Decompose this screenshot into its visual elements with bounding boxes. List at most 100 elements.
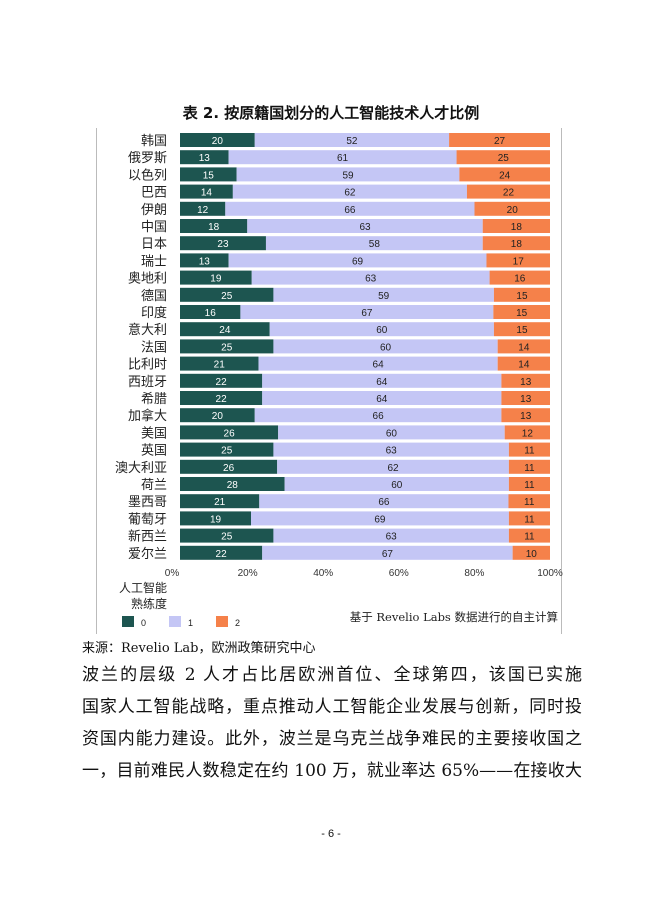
category-label: 希腊 <box>141 392 167 407</box>
data-label: 25 <box>498 153 510 164</box>
data-label: 58 <box>369 239 381 250</box>
data-label: 67 <box>361 308 373 319</box>
bar-segment <box>273 528 509 543</box>
bar-segment <box>501 391 550 405</box>
category-label: 印度 <box>141 305 167 321</box>
source-note: 来源：Revelio Lab，欧洲政策研究中心 <box>82 641 316 656</box>
data-label: 60 <box>386 428 398 439</box>
bar-segment <box>180 322 270 337</box>
page-number: - 6 - <box>321 828 341 840</box>
data-label: 22 <box>503 188 515 199</box>
bar-segment <box>180 408 255 423</box>
bar-segment <box>180 236 266 251</box>
x-tick-label: 0% <box>165 568 180 579</box>
data-label: 66 <box>373 411 385 422</box>
data-label: 11 <box>524 480 535 491</box>
legend-swatch <box>216 616 228 627</box>
bar-segment <box>449 133 550 147</box>
category-label: 德国 <box>141 289 167 304</box>
data-label: 22 <box>216 549 228 560</box>
data-label: 15 <box>516 325 528 336</box>
bar-segment <box>497 339 550 354</box>
bar-segment <box>508 511 550 526</box>
data-label: 11 <box>524 463 535 474</box>
bar-segment <box>225 201 475 216</box>
x-tick-label: 40% <box>313 568 333 579</box>
category-label: 葡萄牙 <box>128 512 167 527</box>
data-label: 28 <box>227 480 239 491</box>
bar-segment <box>459 167 550 182</box>
bar-segment <box>240 305 494 319</box>
bar-segment <box>180 391 263 405</box>
data-label: 61 <box>337 153 349 164</box>
bar-segment <box>228 253 487 268</box>
data-label: 24 <box>499 170 511 181</box>
data-label: 14 <box>518 342 530 353</box>
data-label: 26 <box>223 463 235 474</box>
x-tick-label: 20% <box>238 568 258 579</box>
bar-segment <box>497 356 550 371</box>
x-tick-label: 60% <box>389 568 409 579</box>
category-label: 新西兰 <box>128 529 167 545</box>
paragraph-line: 波兰的层级 2 人才占比居欧洲首位、全球第四，该国已实施 <box>82 665 582 685</box>
bar-segment <box>180 253 229 268</box>
data-label: 25 <box>221 532 233 543</box>
data-label: 22 <box>216 377 228 388</box>
data-label: 20 <box>507 205 519 216</box>
bar-segment <box>493 305 550 319</box>
chart-frame <box>96 128 562 634</box>
bar-segment <box>489 270 550 285</box>
data-label: 11 <box>524 497 535 508</box>
category-label: 法国 <box>141 340 167 355</box>
category-label: 伊朗 <box>141 203 167 218</box>
bar-segment <box>501 408 550 423</box>
data-label: 14 <box>518 360 530 371</box>
data-label: 21 <box>214 360 226 371</box>
bar-segment <box>180 287 274 302</box>
legend-swatch <box>169 616 181 627</box>
bar-segment <box>180 511 252 526</box>
data-label: 10 <box>526 549 538 560</box>
bar-segment <box>486 253 550 268</box>
bar-segment <box>228 150 457 165</box>
data-label: 11 <box>524 514 535 525</box>
data-label: 63 <box>359 222 371 233</box>
bar-segment <box>180 339 274 354</box>
legend-label: 1 <box>188 618 193 628</box>
bar-segment <box>254 133 450 147</box>
data-label: 20 <box>212 136 224 147</box>
data-label: 12 <box>197 205 209 216</box>
bar-segment <box>180 477 285 491</box>
data-label: 18 <box>511 222 523 233</box>
data-label: 22 <box>216 394 228 405</box>
data-label: 27 <box>494 136 506 147</box>
data-label: 52 <box>346 136 358 147</box>
data-label: 64 <box>373 360 385 371</box>
data-label: 16 <box>514 274 526 285</box>
data-label: 25 <box>221 446 233 457</box>
data-label: 63 <box>365 274 377 285</box>
data-label: 62 <box>387 463 399 474</box>
bar-segment <box>259 494 509 509</box>
bar-segment <box>508 459 550 474</box>
bar-segment <box>269 322 494 337</box>
data-label: 60 <box>376 325 388 336</box>
data-label: 17 <box>513 256 525 267</box>
bar-segment <box>278 425 505 440</box>
bar-segment <box>180 356 259 371</box>
bar-segment <box>273 442 509 457</box>
bar-segment <box>180 545 263 560</box>
bar-segment <box>180 425 279 440</box>
category-label: 澳大利亚 <box>115 460 167 476</box>
x-tick-label: 80% <box>464 568 484 579</box>
bar-segment <box>284 477 509 491</box>
data-label: 13 <box>199 153 211 164</box>
bar-segment <box>508 477 550 491</box>
data-label: 20 <box>212 411 224 422</box>
data-label: 11 <box>524 446 535 457</box>
bar-segment <box>180 219 248 233</box>
bar-segment <box>254 408 502 423</box>
category-label: 比利时 <box>128 358 167 373</box>
